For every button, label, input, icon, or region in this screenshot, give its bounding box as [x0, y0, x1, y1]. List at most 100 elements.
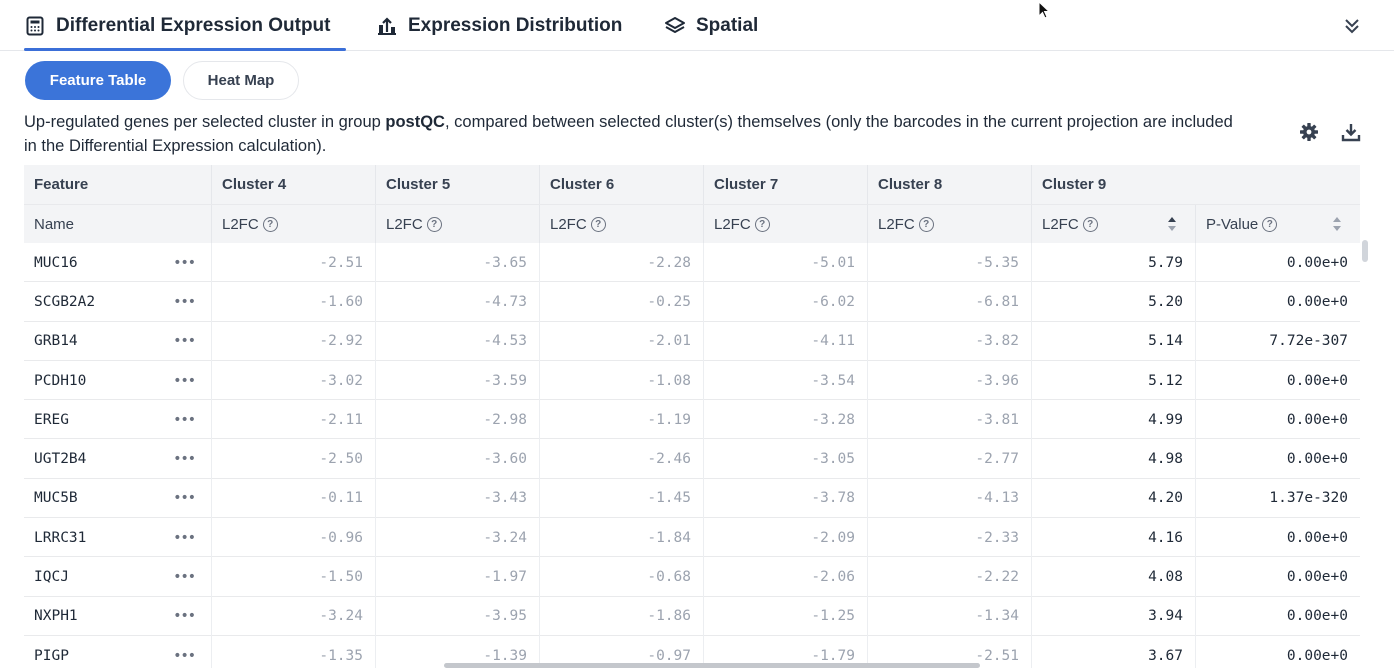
more-icon[interactable]: •••: [173, 569, 196, 586]
header-l2fc-cluster-6[interactable]: L2FC?: [540, 205, 704, 244]
header-l2fc-cluster-9[interactable]: L2FC?: [1032, 205, 1196, 244]
feature-name-cell[interactable]: IQCJ •••: [24, 557, 212, 597]
calculator-icon: [24, 15, 46, 37]
header-cluster-7: Cluster 7: [704, 165, 868, 204]
feature-table: Feature Cluster 4 Cluster 5 Cluster 6 Cl…: [24, 165, 1360, 668]
p-value-cell: 0.00e+0: [1286, 293, 1348, 310]
more-icon[interactable]: •••: [173, 647, 196, 664]
p-value-cell: 0.00e+0: [1286, 608, 1348, 625]
column-header-row: Name L2FC? L2FC? L2FC? L2FC? L2FC? L2FC?…: [24, 204, 1360, 244]
heat-map-button[interactable]: Heat Map: [183, 61, 299, 100]
column-label: L2FC: [222, 216, 259, 233]
header-l2fc-cluster-4[interactable]: L2FC?: [212, 205, 376, 244]
vertical-scrollbar[interactable]: [1362, 240, 1368, 262]
l2fc-cell: 4.98: [1032, 439, 1196, 479]
more-icon[interactable]: •••: [173, 372, 196, 389]
l2fc-cell: -1.86: [540, 596, 704, 636]
l2fc-cell: -0.11: [212, 478, 376, 519]
feature-name-cell[interactable]: MUC5B •••: [24, 478, 212, 519]
feature-name-cell[interactable]: GRB14 •••: [24, 321, 212, 361]
more-icon[interactable]: •••: [173, 254, 196, 271]
p-value-cell: 0.00e+0: [1286, 411, 1348, 428]
l2fc-cell: -5.35: [868, 243, 1032, 283]
table-row[interactable]: MUC16 ••• -2.51 -3.65 -2.28 -5.01 -5.35 5.79 0.0…: [24, 243, 1360, 283]
l2fc-cell: -2.33: [868, 518, 1032, 558]
more-icon[interactable]: •••: [173, 608, 196, 625]
feature-name-cell[interactable]: PCDH10 •••: [24, 360, 212, 401]
header-name[interactable]: Name: [24, 205, 212, 244]
l2fc-cell: -1.60: [212, 282, 376, 322]
feature-name: PIGP: [34, 647, 69, 664]
header-p-value[interactable]: P-Value?: [1196, 205, 1360, 244]
header-l2fc-cluster-8[interactable]: L2FC?: [868, 205, 1032, 244]
table-row[interactable]: PCDH10 ••• -3.02 -3.59 -1.08 -3.54 -3.96 5.12 0.…: [24, 360, 1360, 401]
more-icon[interactable]: •••: [173, 333, 196, 350]
feature-table-button[interactable]: Feature Table: [25, 61, 171, 100]
table-row[interactable]: UGT2B4 ••• -2.50 -3.60 -2.46 -3.05 -2.77 4.98 0.…: [24, 439, 1360, 479]
feature-name-cell[interactable]: MUC16 •••: [24, 243, 212, 283]
table-row[interactable]: LRRC31 ••• -0.96 -3.24 -1.84 -2.09 -2.33 4.16 0.…: [24, 518, 1360, 558]
table-row[interactable]: NXPH1 ••• -3.24 -3.95 -1.86 -1.25 -1.34 3.94 0.0…: [24, 596, 1360, 636]
column-label: L2FC: [1042, 216, 1079, 233]
tab-expression-distribution[interactable]: Expression Distribution: [376, 0, 622, 51]
horizontal-scrollbar[interactable]: [444, 663, 980, 668]
group-header-row: Feature Cluster 4 Cluster 5 Cluster 6 Cl…: [24, 165, 1360, 204]
header-cluster-8: Cluster 8: [868, 165, 1032, 204]
help-icon[interactable]: ?: [262, 217, 278, 232]
feature-name-cell[interactable]: NXPH1 •••: [24, 596, 212, 636]
feature-name-cell[interactable]: SCGB2A2 •••: [24, 282, 212, 322]
tab-differential-expression-output[interactable]: Differential Expression Output: [24, 0, 346, 51]
tab-label: Expression Distribution: [408, 14, 623, 36]
table-row[interactable]: IQCJ ••• -1.50 -1.97 -0.68 -2.06 -2.22 4.08 0.00…: [24, 557, 1360, 597]
header-cluster-5: Cluster 5: [376, 165, 540, 204]
feature-name-cell[interactable]: EREG •••: [24, 400, 212, 440]
table-row[interactable]: GRB14 ••• -2.92 -4.53 -2.01 -4.11 -3.82 5.14 7.7…: [24, 321, 1360, 361]
header-l2fc-cluster-5[interactable]: L2FC?: [376, 205, 540, 244]
table-row[interactable]: MUC5B ••• -0.11 -3.43 -1.45 -3.78 -4.13 4.20 1.3…: [24, 478, 1360, 519]
help-icon[interactable]: ?: [1082, 217, 1098, 232]
more-icon[interactable]: •••: [173, 529, 196, 546]
l2fc-cell: -2.01: [540, 321, 704, 361]
l2fc-cell: -2.98: [376, 400, 540, 440]
l2fc-cell: -2.11: [212, 400, 376, 440]
feature-name: SCGB2A2: [34, 293, 96, 310]
l2fc-cell: -4.13: [868, 478, 1032, 519]
l2fc-cell: -1.84: [540, 518, 704, 558]
feature-name: MUC5B: [34, 490, 78, 507]
column-label: P-Value: [1206, 216, 1259, 233]
help-icon[interactable]: ?: [754, 217, 770, 232]
l2fc-cell: 5.79: [1032, 243, 1196, 283]
table-row[interactable]: SCGB2A2 ••• -1.60 -4.73 -0.25 -6.02 -6.81 5.20 0…: [24, 282, 1360, 322]
help-icon[interactable]: ?: [590, 217, 606, 232]
tab-label: Differential Expression Output: [56, 14, 331, 36]
table-row[interactable]: EREG ••• -2.11 -2.98 -1.19 -3.28 -3.81 4.99 0.00…: [24, 400, 1360, 440]
help-icon[interactable]: ?: [1262, 217, 1278, 232]
tab-spatial[interactable]: Spatial: [664, 0, 758, 51]
more-icon[interactable]: •••: [173, 451, 196, 468]
sort-icon[interactable]: [1332, 216, 1342, 232]
double-chevron-down-icon[interactable]: [1340, 14, 1364, 38]
l2fc-cell: -2.50: [212, 439, 376, 479]
help-icon[interactable]: ?: [918, 217, 934, 232]
l2fc-cell: -3.65: [376, 243, 540, 283]
l2fc-cell: -0.96: [212, 518, 376, 558]
header-l2fc-cluster-7[interactable]: L2FC?: [704, 205, 868, 244]
feature-name-cell[interactable]: UGT2B4 •••: [24, 439, 212, 479]
more-icon[interactable]: •••: [173, 293, 196, 310]
l2fc-cell: -2.51: [212, 243, 376, 283]
download-icon[interactable]: [1339, 120, 1363, 144]
l2fc-cell: -0.25: [540, 282, 704, 322]
more-icon[interactable]: •••: [173, 490, 196, 507]
layers-icon: [664, 15, 686, 37]
more-icon[interactable]: •••: [173, 411, 196, 428]
sort-desc-icon[interactable]: [1167, 216, 1177, 232]
feature-name-cell[interactable]: PIGP •••: [24, 635, 212, 668]
help-icon[interactable]: ?: [426, 217, 442, 232]
l2fc-cell: -0.68: [540, 557, 704, 597]
l2fc-cell: -2.92: [212, 321, 376, 361]
p-value-cell: 0.00e+0: [1286, 372, 1348, 389]
feature-name-cell[interactable]: LRRC31 •••: [24, 518, 212, 558]
l2fc-cell: -1.45: [540, 478, 704, 519]
gear-icon[interactable]: [1297, 120, 1321, 144]
table-row[interactable]: PIGP ••• -1.35 -1.39 -0.97 -1.79 -2.51 3.67 0.00…: [24, 635, 1360, 668]
